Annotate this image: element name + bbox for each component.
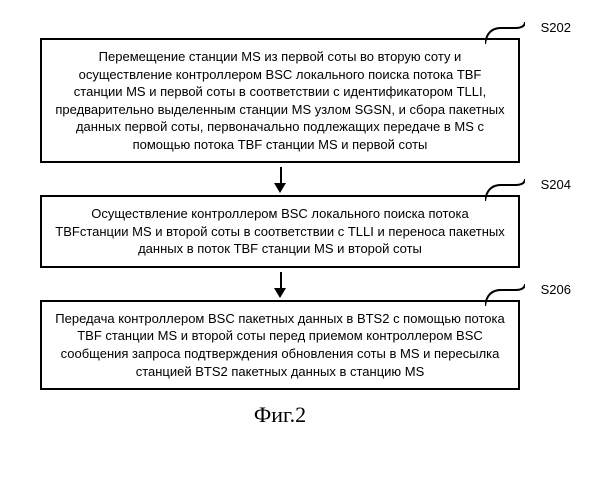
step-box: Перемещение станции MS из первой соты во… (40, 38, 520, 163)
flow-step: S202 Перемещение станции MS из первой со… (20, 38, 575, 163)
flowchart-container: S202 Перемещение станции MS из первой со… (20, 38, 575, 428)
flow-step: S204 Осуществление контроллером BSC лока… (20, 195, 575, 268)
step-label: S204 (541, 177, 571, 192)
figure-caption: Фиг.2 (20, 402, 540, 428)
flow-step: S206 Передача контроллером BSC пакетных … (20, 300, 575, 390)
step-box: Передача контроллером BSC пакетных данны… (40, 300, 520, 390)
flow-arrow (40, 171, 520, 195)
step-box: Осуществление контроллером BSC локальног… (40, 195, 520, 268)
flow-arrow (40, 276, 520, 300)
step-label: S206 (541, 282, 571, 297)
step-label: S202 (541, 20, 571, 35)
